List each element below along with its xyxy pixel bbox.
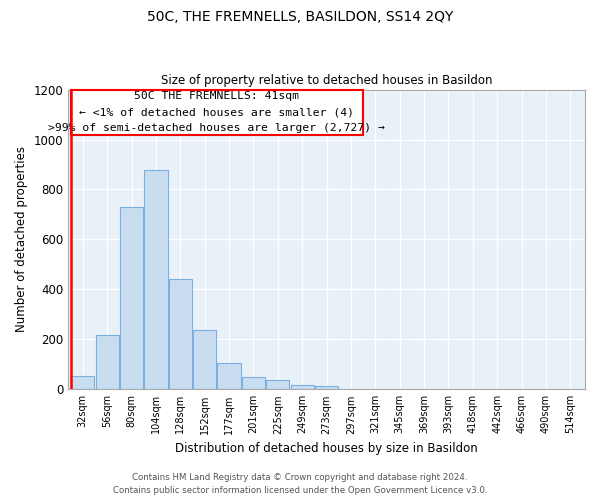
Title: Size of property relative to detached houses in Basildon: Size of property relative to detached ho…	[161, 74, 493, 87]
Bar	[145, 170, 167, 390]
Bar	[169, 278, 192, 390]
Bar	[242, 377, 265, 390]
Bar	[71, 376, 94, 390]
Text: 50C, THE FREMNELLS, BASILDON, SS14 2QY: 50C, THE FREMNELLS, BASILDON, SS14 2QY	[147, 10, 453, 24]
Bar	[290, 384, 314, 390]
Bar	[95, 335, 119, 390]
Text: 50C THE FREMNELLS: 41sqm
← <1% of detached houses are smaller (4)
>99% of semi-d: 50C THE FREMNELLS: 41sqm ← <1% of detach…	[49, 92, 385, 132]
Bar	[315, 386, 338, 390]
Text: Contains HM Land Registry data © Crown copyright and database right 2024.
Contai: Contains HM Land Registry data © Crown c…	[113, 474, 487, 495]
Bar	[217, 364, 241, 390]
Bar	[193, 330, 216, 390]
Bar	[120, 208, 143, 390]
X-axis label: Distribution of detached houses by size in Basildon: Distribution of detached houses by size …	[175, 442, 478, 455]
Y-axis label: Number of detached properties: Number of detached properties	[15, 146, 28, 332]
FancyBboxPatch shape	[71, 90, 363, 134]
Bar	[266, 380, 289, 390]
